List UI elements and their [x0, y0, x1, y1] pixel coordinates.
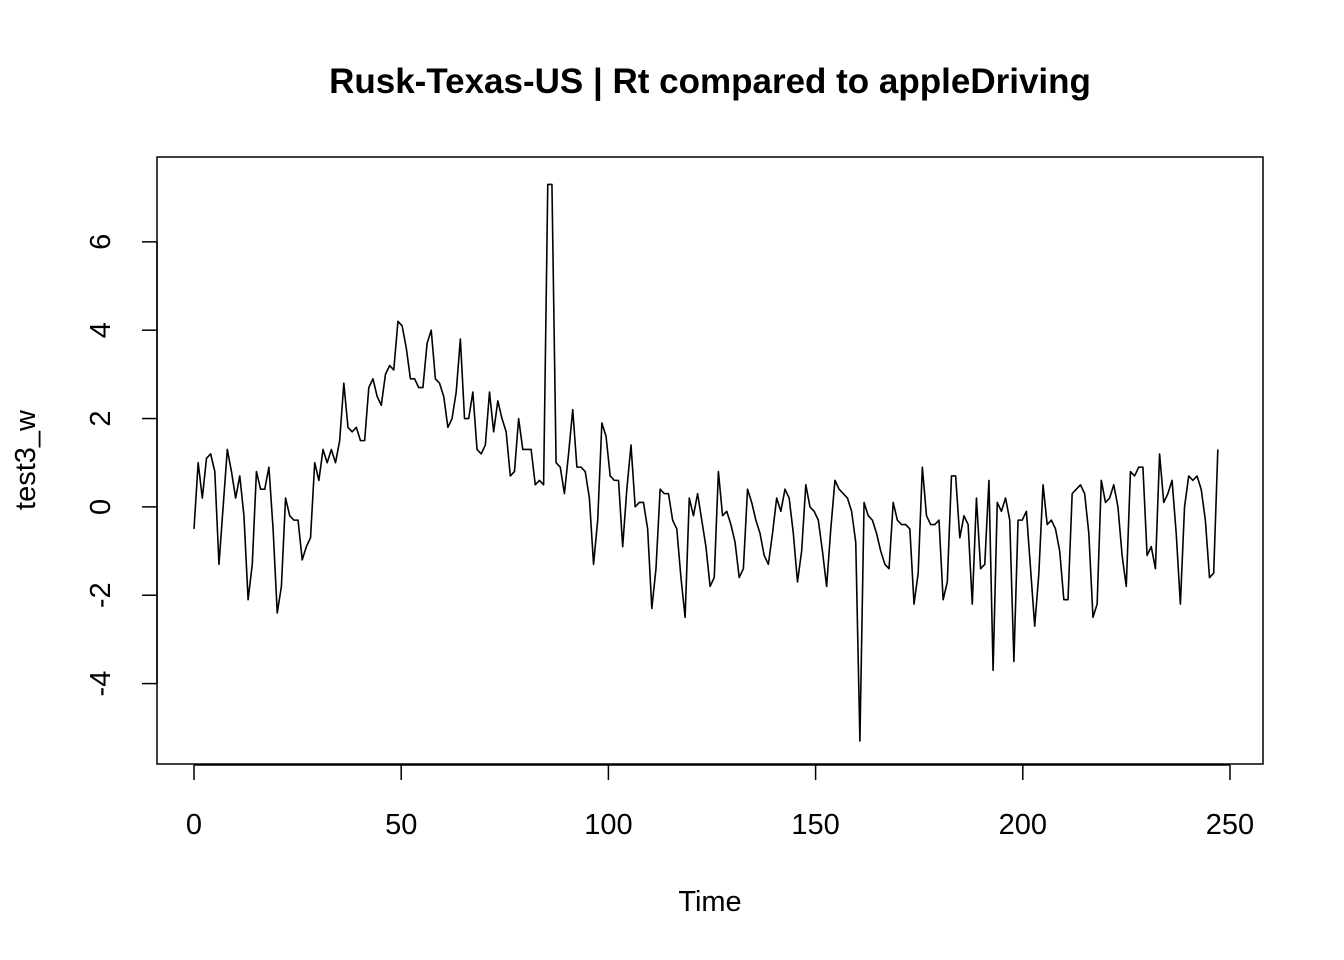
y-tick-label: -2	[85, 582, 117, 608]
x-tick-label: 50	[385, 809, 417, 841]
x-axis-label: Time	[678, 886, 741, 918]
y-tick-label: 0	[85, 499, 117, 515]
plot-frame	[156, 156, 1264, 765]
y-tick-label: -4	[85, 671, 117, 697]
x-tick-label: 250	[1206, 809, 1254, 841]
series-line	[193, 183, 1219, 742]
x-tick-label: 0	[186, 809, 202, 841]
x-tick-label: 100	[584, 809, 632, 841]
y-tick-label: 2	[85, 410, 117, 426]
x-axis: 0 50 100 150 200 250	[186, 764, 1254, 841]
x-tick-label: 200	[999, 809, 1047, 841]
y-axis: -4 -2 0 2 4 6	[85, 234, 158, 697]
y-tick-label: 6	[85, 234, 117, 250]
x-tick-label: 150	[791, 809, 839, 841]
y-tick-label: 4	[85, 322, 117, 338]
y-axis-label: test3_w	[10, 409, 42, 510]
chart-title: Rusk-Texas-US | Rt compared to appleDriv…	[329, 62, 1091, 101]
